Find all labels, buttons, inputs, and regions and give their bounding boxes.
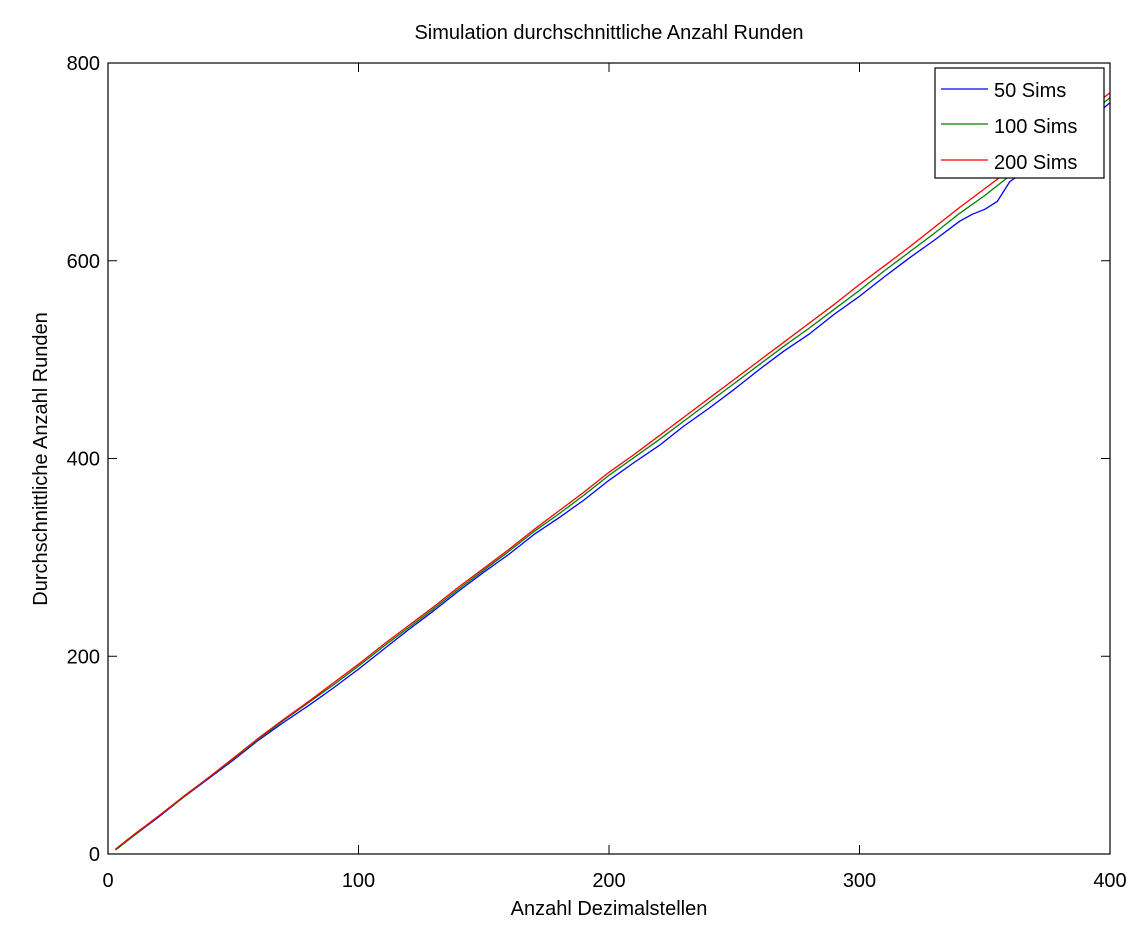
- y-tick-label: 600: [67, 251, 100, 273]
- x-tick-label: 400: [1093, 870, 1126, 892]
- series-lines: [115, 92, 1111, 851]
- plot-frame: [107, 62, 1111, 855]
- x-tick-label: 0: [102, 870, 113, 892]
- legend: 50 Sims 100 Sims 200 Sims: [934, 67, 1105, 179]
- y-tick-label: 400: [67, 449, 100, 471]
- y-tick-label: 800: [67, 53, 100, 75]
- chart-title: Simulation durchschnittliche Anzahl Rund…: [414, 22, 803, 44]
- series-line-100-sims: [115, 97, 1111, 851]
- series-line-50-sims: [115, 102, 1111, 851]
- y-axis-label: Durchschnittliche Anzahl Runden: [30, 312, 52, 606]
- x-tick-label: 300: [843, 870, 876, 892]
- legend-label-200-sims: 200 Sims: [994, 152, 1077, 174]
- x-axis-label: Anzahl Dezimalstellen: [511, 898, 708, 920]
- y-tick-label: 0: [89, 844, 100, 866]
- legend-label-50-sims: 50 Sims: [994, 80, 1066, 102]
- y-tick-label: 200: [67, 646, 100, 668]
- axis-ticks: 0 100 200 300 400 0 200 400 600 800: [67, 53, 1127, 892]
- series-line-200-sims: [115, 92, 1111, 850]
- legend-label-100-sims: 100 Sims: [994, 116, 1077, 138]
- x-tick-label: 200: [592, 870, 625, 892]
- x-tick-label: 100: [342, 870, 375, 892]
